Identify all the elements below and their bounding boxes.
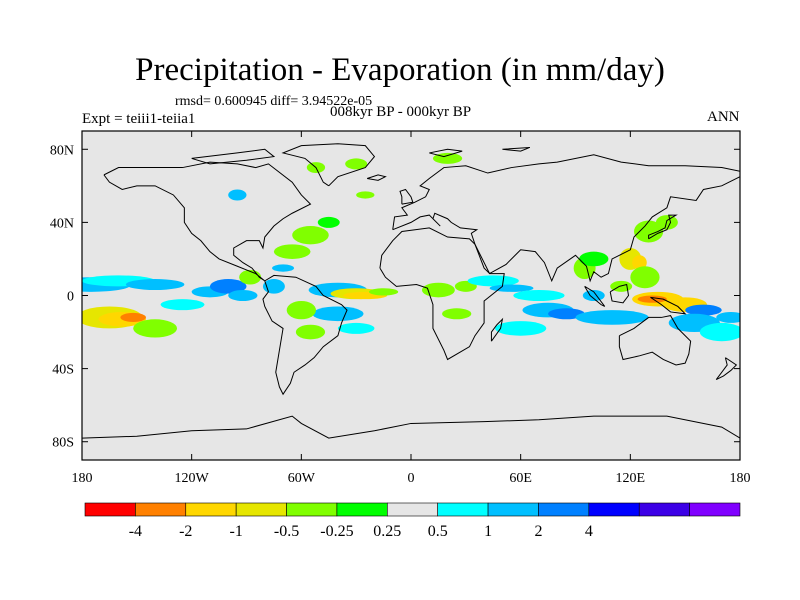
field-region: [160, 299, 205, 311]
season-label: ANN: [707, 109, 740, 125]
lon-tick-label: 0: [408, 471, 415, 486]
colorbar-label: 0.25: [373, 523, 401, 540]
coastline: [650, 296, 687, 315]
lat-tick-label: 40N: [50, 216, 74, 231]
colorbar-label: -2: [179, 523, 192, 540]
field-region: [685, 304, 722, 316]
field-region: [317, 216, 340, 228]
colorbar-swatch: [286, 502, 338, 517]
field-region: [209, 279, 247, 294]
colorbar-swatch: [487, 502, 539, 517]
lat-tick-label: 0: [67, 290, 74, 305]
field-region: [272, 264, 295, 272]
field-region: [368, 288, 399, 296]
field-region: [716, 311, 740, 323]
coastline: [502, 146, 530, 152]
field-region: [292, 226, 329, 245]
colorbar-label: 1: [484, 523, 492, 540]
coastline: [262, 274, 348, 396]
coastline: [648, 214, 678, 240]
coastline: [429, 148, 463, 158]
field-region: [312, 306, 364, 322]
lat-tick-label: 40S: [52, 363, 74, 378]
colorbar-label: -1: [229, 523, 242, 540]
lon-tick-label: 120W: [175, 471, 210, 486]
colorbar-swatch: [387, 502, 438, 517]
field-region: [575, 310, 649, 325]
field-region: [286, 300, 316, 320]
colorbar-swatch: [538, 502, 590, 517]
colorbar-swatch: [689, 502, 741, 517]
field-region: [133, 319, 178, 338]
coastline: [281, 143, 376, 187]
lon-tick-label: 180: [72, 471, 93, 486]
field-region: [495, 321, 547, 336]
colorbar-swatch: [135, 502, 187, 517]
colorbar-swatch: [185, 502, 237, 517]
field-region: [637, 295, 667, 303]
colorbar-label: 2: [534, 523, 542, 540]
colorbar-swatch: [437, 502, 489, 517]
coastline: [366, 174, 387, 181]
field-region: [295, 324, 326, 340]
field-region: [239, 269, 262, 285]
colorbar-label: -0.25: [320, 523, 353, 540]
coastline: [490, 317, 504, 342]
colorbar-swatch: [638, 502, 690, 517]
coastlines: [82, 143, 740, 439]
field-region: [633, 220, 664, 243]
lon-tick-label: 120E: [616, 471, 646, 486]
chart-title: Precipitation - Evaporation (in mm/day): [135, 52, 665, 88]
coastline: [392, 154, 740, 283]
colorbar-label: -0.5: [274, 523, 299, 540]
field-region: [337, 322, 375, 334]
field-region: [356, 191, 375, 199]
field-region: [421, 282, 455, 298]
coastline: [618, 315, 692, 366]
lon-tick-label: 60E: [509, 471, 532, 486]
field-region: [548, 308, 585, 320]
lat-tick-label: 80N: [50, 143, 74, 158]
colorbar: -4 -2 -1 -0.5 -0.25 0.25 0.5 1 2 4: [84, 502, 741, 540]
coastline: [715, 357, 738, 381]
field-region: [489, 284, 534, 292]
stats-text: rmsd= 0.600945 diff= 3.94522e-05: [175, 94, 373, 109]
field-region: [467, 275, 519, 287]
coastline: [379, 227, 505, 361]
field-region: [442, 308, 472, 320]
field-region: [262, 279, 285, 294]
colorbar-swatch: [84, 502, 136, 517]
field-region: [632, 255, 647, 270]
field-region: [228, 189, 247, 201]
field-region: [273, 244, 311, 259]
field-region: [513, 290, 565, 301]
coastline: [399, 188, 414, 205]
field-region: [630, 266, 660, 289]
colorbar-swatch: [336, 502, 388, 517]
coastline: [103, 161, 312, 282]
field-region: [228, 290, 258, 301]
coastline: [191, 148, 276, 165]
colorbar-label: 0.5: [428, 523, 448, 540]
coastline: [584, 285, 606, 307]
field-region: [699, 322, 740, 342]
experiment-label: Expt = teiii1-teiia1: [82, 111, 196, 127]
colorbar-label: -4: [129, 523, 142, 540]
coastline: [609, 283, 630, 304]
field-region: [120, 312, 146, 323]
map-background: [82, 131, 740, 460]
field-region: [579, 251, 609, 267]
lon-tick-label: 180: [730, 471, 751, 486]
colorbar-label: 4: [585, 523, 593, 540]
field-region: [345, 158, 368, 170]
coastline: [82, 415, 740, 439]
colorbar-swatch: [588, 502, 640, 517]
axis-ticks: 80N 40N 0 40S 80S 180 120W 60W 0 60E 120E 180: [50, 131, 751, 486]
lon-tick-label: 60W: [288, 471, 316, 486]
period-label: 008kyr BP - 000kyr BP: [330, 104, 472, 120]
colorbar-swatch: [235, 502, 287, 517]
field-region: [125, 279, 185, 291]
lat-tick-label: 80S: [52, 436, 74, 451]
